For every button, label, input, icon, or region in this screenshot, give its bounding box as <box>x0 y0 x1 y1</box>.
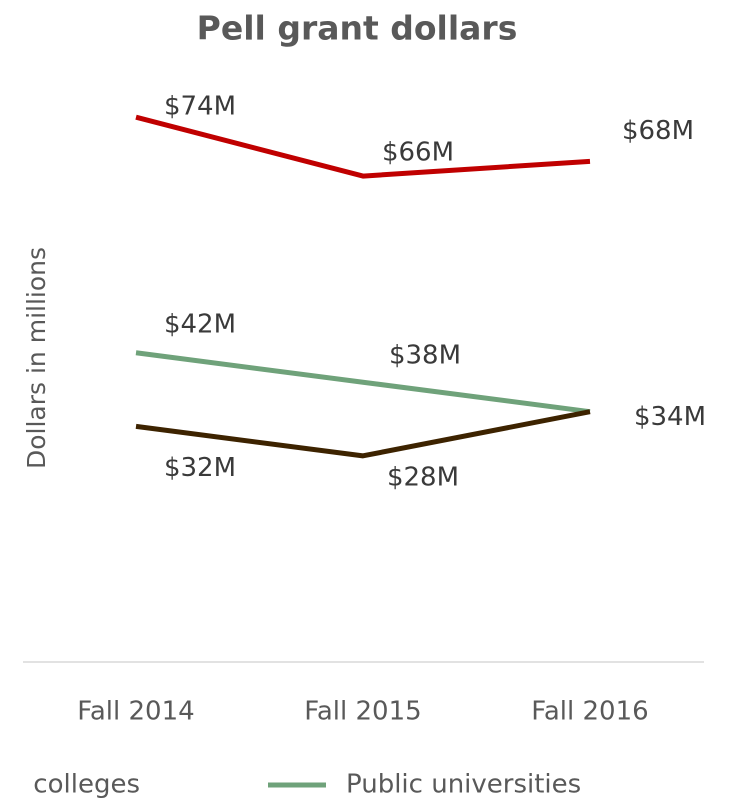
data-label: $32M <box>164 453 236 483</box>
data-label: $34M <box>634 402 706 432</box>
data-label: $66M <box>382 138 454 168</box>
legend-label: colleges <box>33 770 140 800</box>
data-label: $74M <box>164 92 236 122</box>
x-tick-label: Fall 2015 <box>304 697 421 727</box>
x-tick-label: Fall 2016 <box>531 697 648 727</box>
data-label: $38M <box>389 341 461 371</box>
line-series <box>135 114 591 179</box>
data-label: $28M <box>387 462 459 492</box>
line-series <box>135 409 591 459</box>
legend-label: Public universities <box>346 770 581 800</box>
data-label: $42M <box>164 309 236 339</box>
y-axis-label: Dollars in millions <box>22 247 51 469</box>
chart-title: Pell grant dollars <box>197 9 518 48</box>
line-series <box>135 350 591 415</box>
x-tick-label: Fall 2014 <box>77 697 194 727</box>
data-label: $68M <box>622 116 694 146</box>
